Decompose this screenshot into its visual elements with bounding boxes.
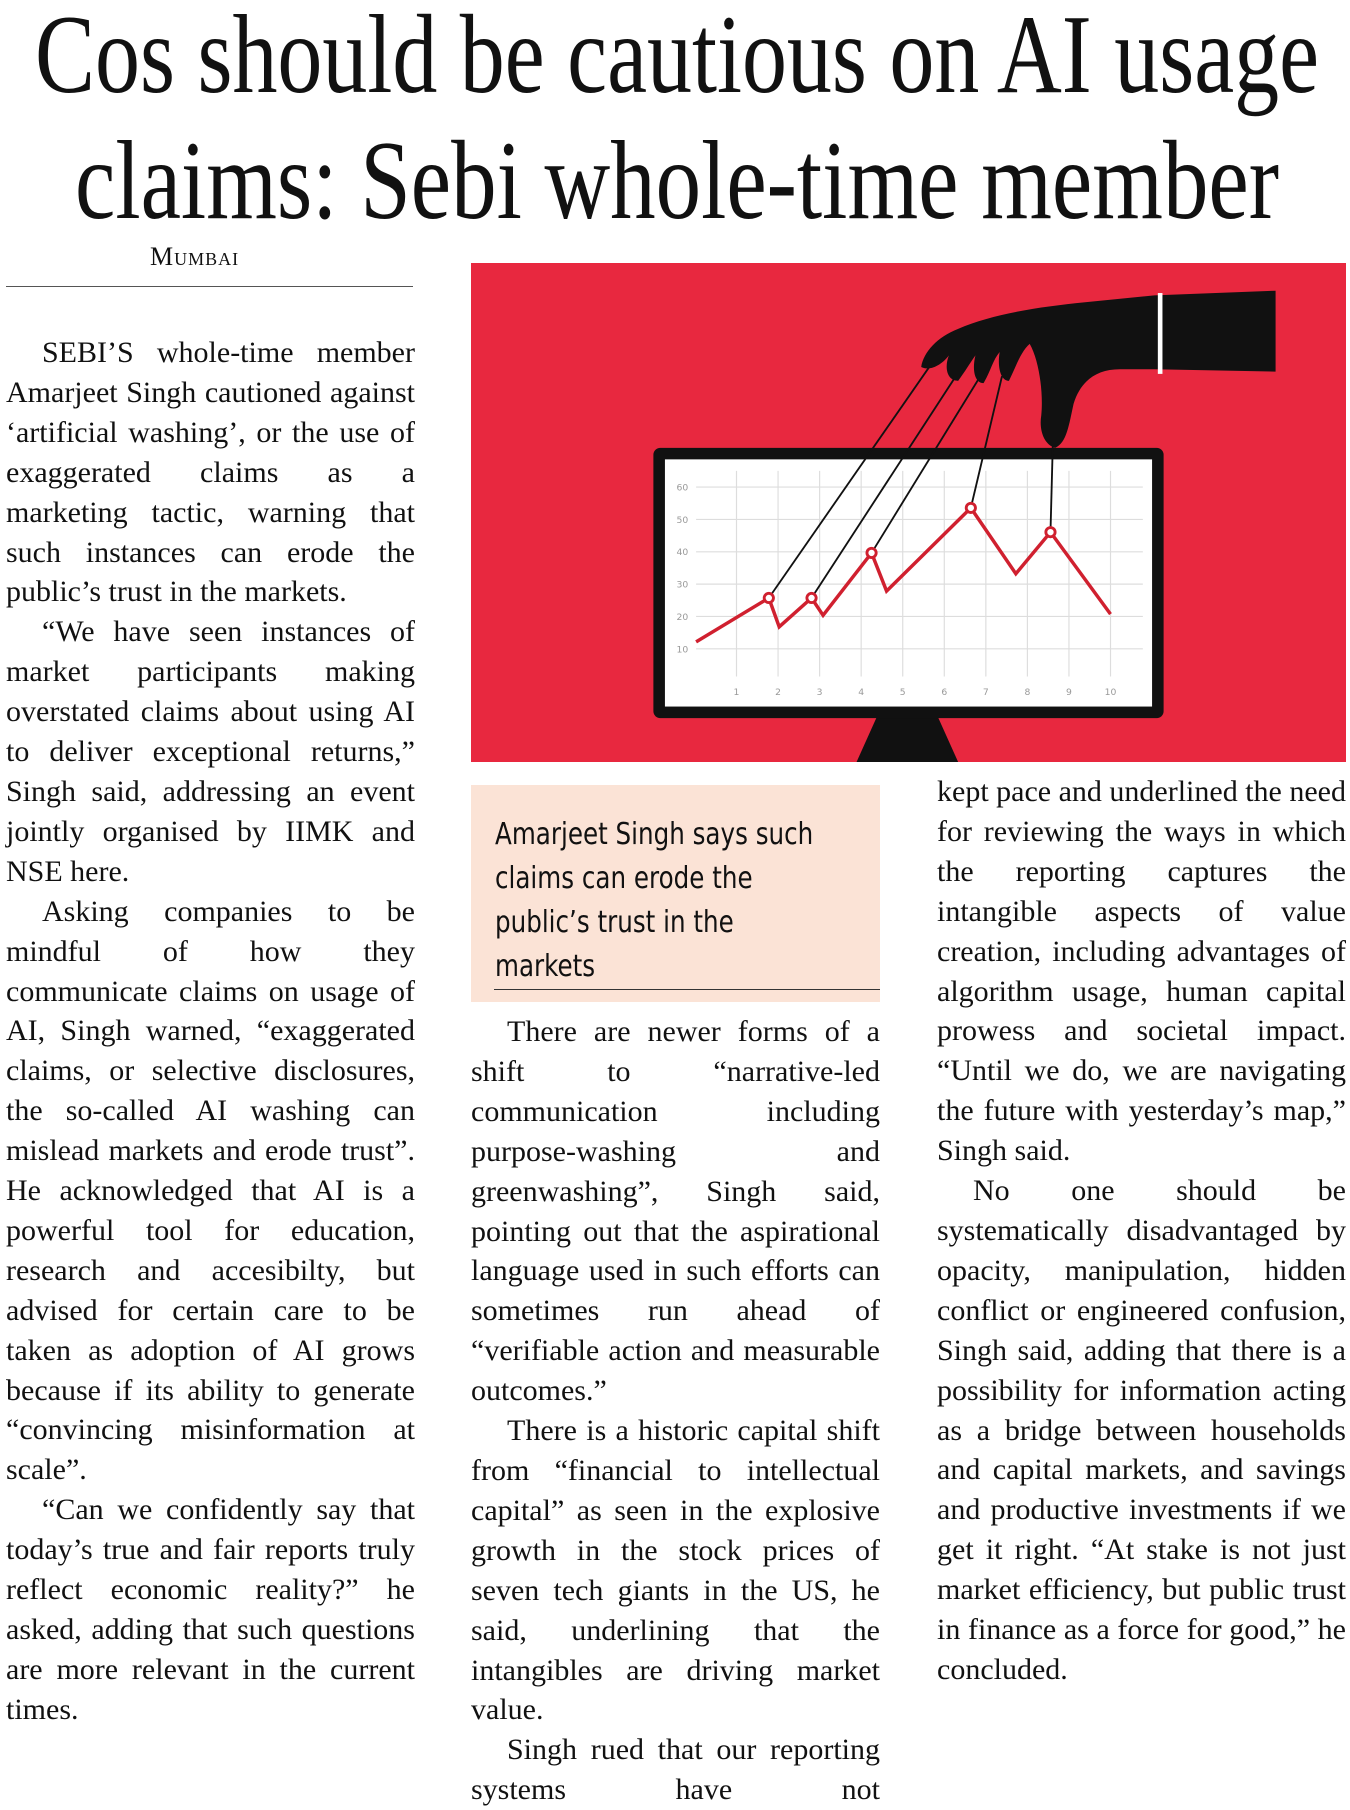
x-tick-label: 10 [1105, 687, 1117, 698]
monitor-stand [856, 715, 959, 762]
column: kept pace and underlined the need for re… [937, 772, 1346, 1690]
paragraph: Singh rued that our reporting systems ha… [471, 1733, 880, 1807]
x-tick-label: 3 [817, 687, 823, 698]
x-tick-label: 5 [900, 687, 906, 698]
rule [6, 286, 413, 287]
paragraph: There is a historic capital shift from “… [471, 1414, 880, 1727]
pull-quote-box: Amarjeet Singh says such claims can erod… [471, 785, 880, 1002]
y-tick-label: 10 [676, 644, 688, 655]
column: SEBI’S whole-time member Amarjeet Singh … [6, 333, 415, 1730]
pull-quote: Amarjeet Singh says such claims can erod… [495, 817, 814, 984]
y-tick-label: 40 [676, 547, 688, 558]
column: There are newer forms of a shift to “nar… [471, 1012, 880, 1810]
dateline: Mumbai [150, 242, 240, 271]
x-tick-label: 1 [734, 687, 740, 698]
headline-line: Cos should be cautious on AI usage [35, 0, 1319, 117]
paragraph: “Can we confidently say that today’s tru… [6, 1493, 415, 1726]
headline: Cos should be cautious on AI usage claim… [35, 0, 1319, 240]
x-tick-label: 8 [1024, 687, 1030, 698]
y-tick-label: 20 [676, 612, 688, 623]
paragraph: SEBI’S whole-time member Amarjeet Singh … [6, 336, 415, 609]
y-tick-label: 60 [676, 483, 688, 494]
x-tick-label: 4 [858, 687, 864, 698]
screen [664, 459, 1153, 707]
y-tick-label: 30 [676, 580, 688, 591]
hand [921, 290, 1276, 448]
rule [494, 989, 880, 990]
cuff [1157, 293, 1163, 374]
x-tick-label: 7 [983, 687, 989, 698]
paragraph: “We have seen instances of market partic… [6, 615, 415, 888]
headline-line: claims: Sebi whole-time member [75, 119, 1279, 240]
markers [762, 501, 1057, 605]
paragraph: There are newer forms of a shift to “nar… [471, 1015, 880, 1408]
paragraph: No one should be systematically disadvan… [937, 1174, 1346, 1686]
paragraph: kept pace and underlined the need for re… [937, 775, 1346, 1168]
x-tick-label: 6 [941, 687, 947, 698]
paragraph: Asking companies to be mindful of how th… [6, 894, 415, 1487]
illustration: 60 50 40 30 20 10 1 2 3 4 5 6 7 8 9 10 [471, 263, 1346, 762]
x-tick-label: 9 [1066, 687, 1072, 698]
y-tick-label: 50 [676, 515, 688, 526]
strings [768, 366, 1054, 599]
x-tick-label: 2 [775, 687, 781, 698]
